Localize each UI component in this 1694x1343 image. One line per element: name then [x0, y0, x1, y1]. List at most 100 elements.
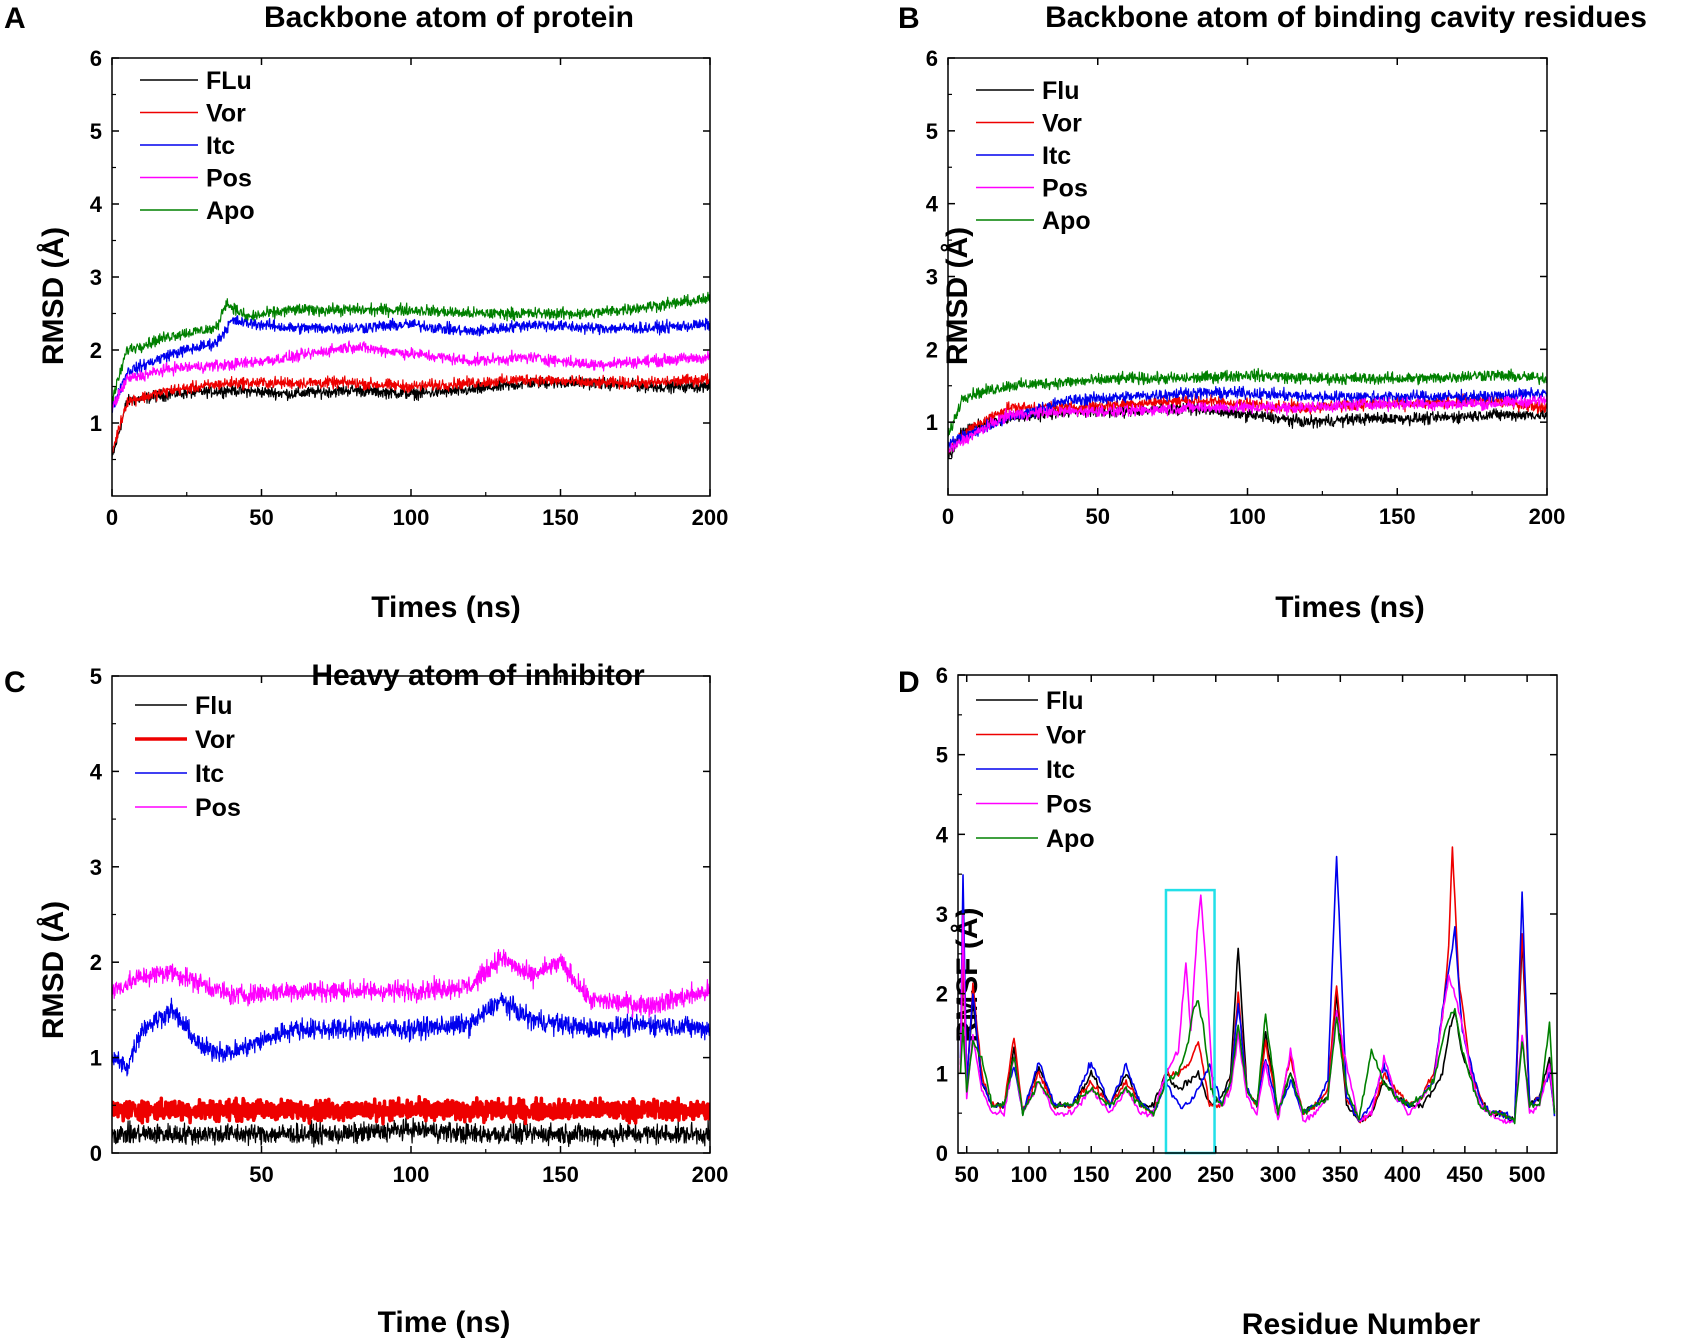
panel-d: D Residue Number RMSF (Å) 50 100 150 200 250…: [898, 663, 1558, 1341]
x-tick-label: 200: [692, 505, 729, 530]
y-tick-label: 1: [90, 411, 102, 436]
legend-label-pos: Pos: [1042, 175, 1088, 203]
x-tick-label: 200: [692, 1162, 729, 1187]
x-tick-label: 50: [1086, 504, 1110, 529]
x-tick-label: 100: [1229, 504, 1266, 529]
y-tick-label: 4: [90, 192, 103, 217]
legend: Flu Vor Itc Pos Apo: [976, 77, 1091, 235]
y-tick-label: 5: [90, 664, 102, 689]
y-tick-label: 3: [90, 265, 102, 290]
y-tick-label: 6: [926, 46, 938, 71]
legend-label-vor: Vor: [206, 100, 246, 128]
panel-b-title: Backbone atom of binding cavity residues: [1045, 1, 1647, 34]
legend-label-flu: FLu: [206, 67, 252, 95]
y-tick-label: 1: [90, 1046, 102, 1071]
series-line-vor: [112, 373, 710, 453]
series-line-pos: [112, 340, 710, 412]
x-tick-label: 250: [1197, 1162, 1234, 1187]
x-tick-label: 300: [1260, 1162, 1297, 1187]
panel-a-ylabel: RMSD (Å): [37, 227, 70, 365]
panel-d-plot: 50 100 150 200 250 300 350 400 450 500 0 1 2 3 4 5 6 Flu V…: [936, 663, 1558, 1187]
panel-a-xlabel: Times (ns): [371, 591, 521, 624]
x-tick-label: 100: [1011, 1162, 1048, 1187]
y-tick-label: 4: [936, 822, 949, 847]
series-line-itc: [948, 385, 1547, 450]
series-line-vor: [112, 1095, 710, 1126]
series-line-itc: [112, 315, 710, 413]
panel-b-label: B: [898, 2, 920, 35]
series-line-pos: [959, 894, 1556, 1125]
y-tick-label: 5: [936, 743, 948, 768]
legend-label-flu: Flu: [1042, 77, 1080, 105]
legend: FLu Vor Itc Pos Apo: [140, 67, 255, 225]
series-line-pos: [948, 395, 1547, 453]
y-tick-label: 2: [926, 337, 938, 362]
legend-label-pos: Pos: [206, 165, 252, 193]
series-line-apo: [948, 367, 1547, 437]
panel-b-xlabel: Times (ns): [1275, 591, 1425, 624]
legend-label-itc: Itc: [1042, 142, 1071, 170]
panel-c-plot: 50 100 150 200 0 1 2 3 4 5 Flu Vor Itc Pos: [90, 664, 729, 1187]
x-tick-label: 350: [1322, 1162, 1359, 1187]
legend: Flu Vor Itc Pos: [135, 692, 241, 822]
legend-label-itc: Itc: [206, 132, 235, 160]
legend-label-vor: Vor: [1042, 110, 1082, 138]
legend-label-pos: Pos: [1046, 791, 1092, 819]
x-tick-label: 150: [542, 1162, 579, 1187]
legend-label-flu: Flu: [195, 692, 233, 720]
panel-b-series-group: [948, 367, 1547, 459]
panel-b: B Backbone atom of binding cavity residu…: [898, 1, 1647, 624]
y-tick-label: 0: [90, 1141, 102, 1166]
series-line-pos: [112, 948, 710, 1019]
x-tick-label: 0: [942, 504, 954, 529]
y-tick-label: 3: [926, 265, 938, 290]
panel-c: C Heavy atom of inhibitor Time (ns) RMSD…: [4, 659, 728, 1339]
legend-label-pos: Pos: [195, 794, 241, 822]
panel-c-xlabel: Time (ns): [378, 1306, 511, 1339]
series-line-flu: [112, 376, 710, 460]
legend-label-vor: Vor: [195, 726, 235, 754]
panel-a-label: A: [4, 2, 26, 35]
legend: Flu Vor Itc Pos Apo: [976, 687, 1095, 853]
x-tick-label: 100: [393, 1162, 430, 1187]
series-line-vor: [959, 846, 1556, 1124]
y-tick-label: 2: [936, 982, 948, 1007]
x-tick-label: 200: [1529, 504, 1566, 529]
panel-a-title: Backbone atom of protein: [264, 1, 634, 34]
y-tick-label: 6: [936, 663, 948, 688]
panel-a: A Backbone atom of protein Times (ns) RM…: [4, 1, 728, 624]
y-tick-label: 2: [90, 950, 102, 975]
panel-b-plot: 0 50 100 150 200 1 2 3 4 5 6 Flu Vor Itc Pos Apo: [926, 46, 1566, 529]
y-tick-label: 6: [90, 46, 102, 71]
series-line-itc: [112, 992, 710, 1077]
x-tick-label: 400: [1384, 1162, 1421, 1187]
panel-a-plot: 0 50 100 150 200 1 2 3 4 5 6 FLu Vor Itc Pos Apo: [90, 46, 729, 530]
y-tick-label: 3: [90, 855, 102, 880]
series-line-apo: [112, 291, 710, 404]
legend-label-itc: Itc: [195, 760, 224, 788]
plot-frame: [947, 57, 1548, 496]
panel-d-ylabel: RMSF (Å): [951, 908, 984, 1043]
panel-d-label: D: [898, 666, 920, 699]
y-tick-label: 5: [90, 119, 102, 144]
legend-label-vor: Vor: [1046, 722, 1086, 750]
x-tick-label: 150: [542, 505, 579, 530]
x-tick-label: 500: [1509, 1162, 1546, 1187]
x-tick-label: 150: [1379, 504, 1416, 529]
y-tick-label: 0: [936, 1141, 948, 1166]
panel-c-series-group: [112, 948, 710, 1148]
y-tick-label: 4: [926, 192, 939, 217]
x-tick-label: 100: [393, 505, 430, 530]
x-tick-label: 50: [249, 505, 273, 530]
panel-b-ylabel: RMSD (Å): [941, 227, 974, 365]
legend-label-apo: Apo: [1046, 825, 1095, 853]
series-line-apo: [959, 1000, 1556, 1125]
panel-d-series-group: [959, 846, 1556, 1125]
x-tick-label: 450: [1446, 1162, 1483, 1187]
legend-label-itc: Itc: [1046, 756, 1075, 784]
legend-label-apo: Apo: [1042, 207, 1091, 235]
x-tick-label: 150: [1073, 1162, 1110, 1187]
plot-frame: [111, 57, 711, 497]
panel-a-series-group: [112, 291, 710, 460]
